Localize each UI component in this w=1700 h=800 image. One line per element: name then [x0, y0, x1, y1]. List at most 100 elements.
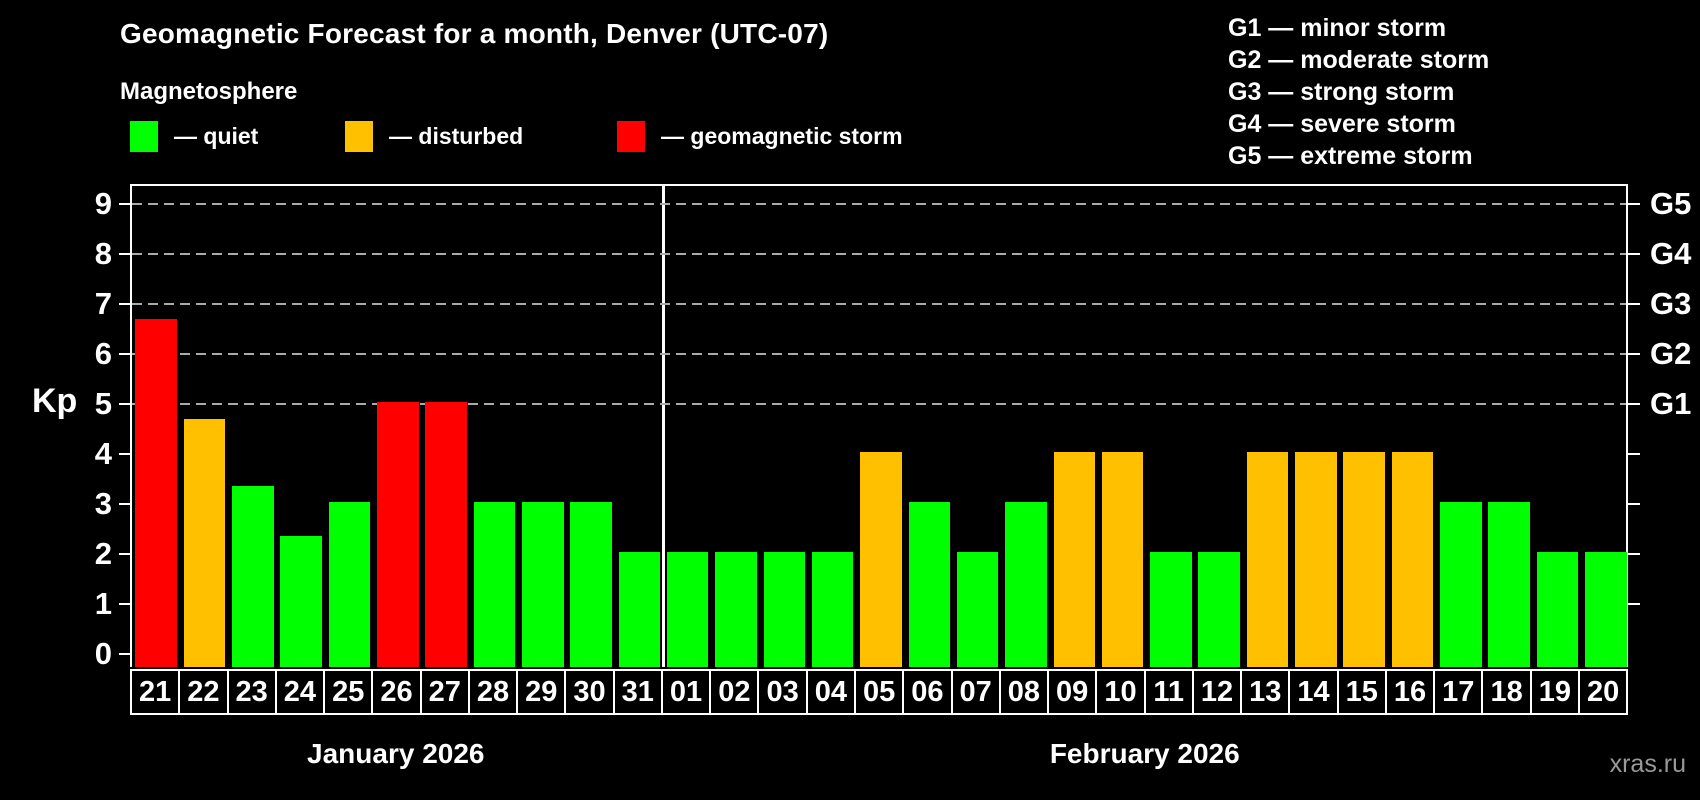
y-tick — [119, 253, 131, 255]
storm-scale-line-2: G2 — moderate storm — [1228, 46, 1490, 74]
day-label-17: 17 — [1433, 669, 1484, 715]
gridline-kp-6 — [132, 353, 1626, 355]
kp-bar-day-16 — [1391, 452, 1434, 667]
right-tick — [1627, 253, 1640, 255]
day-label-26: 26 — [371, 669, 422, 715]
kp-bar-day-25 — [328, 502, 371, 667]
storm-scale-line-5: G5 — extreme storm — [1228, 142, 1473, 170]
day-label-14: 14 — [1288, 669, 1339, 715]
month-label-1: February 2026 — [1049, 738, 1240, 769]
day-label-08: 08 — [998, 669, 1050, 715]
kp-bar-day-20 — [1585, 552, 1627, 667]
day-label-18: 18 — [1481, 669, 1532, 715]
storm-swatch — [617, 120, 645, 152]
y-tick — [119, 203, 131, 205]
storm-scale-line-1: G1 — minor storm — [1228, 14, 1447, 42]
kp-bar-day-21 — [135, 318, 177, 667]
storm-scale-line-3: G3 — strong storm — [1228, 78, 1455, 106]
day-label-30: 30 — [564, 669, 615, 715]
kp-bar-day-22 — [183, 418, 226, 667]
gridline-kp-5 — [132, 403, 1626, 405]
day-label-28: 28 — [467, 669, 519, 715]
y-tick — [119, 353, 131, 355]
day-label-24: 24 — [274, 669, 326, 715]
disturbed-swatch — [345, 120, 373, 152]
kp-bar-day-26 — [376, 402, 419, 667]
y-tick — [119, 453, 131, 455]
right-tick — [1627, 203, 1640, 205]
y-tick — [119, 403, 131, 405]
kp-bar-day-18 — [1488, 502, 1530, 667]
kp-bar-day-05 — [860, 452, 902, 667]
kp-bar-day-27 — [425, 402, 467, 667]
day-label-05: 05 — [853, 669, 905, 715]
legend-item-storm: — geomagnetic storm — [617, 120, 903, 152]
kp-bar-day-31 — [618, 552, 661, 667]
g-scale-label-g4: G4 — [1650, 236, 1692, 271]
kp-bar-day-10 — [1101, 452, 1144, 667]
day-label-27: 27 — [419, 669, 470, 715]
y-tick-label: 0 — [94, 636, 112, 671]
legend-item-quiet: — quiet — [130, 120, 258, 152]
watermark: xras.ru — [1609, 750, 1686, 778]
kp-bar-day-08 — [1005, 502, 1047, 667]
g-scale-label-g3: G3 — [1650, 286, 1692, 321]
right-tick — [1627, 503, 1640, 505]
gridline-kp-8 — [132, 253, 1626, 255]
y-tick — [119, 553, 131, 555]
chart-subtitle: Magnetosphere — [120, 78, 298, 105]
kp-bar-day-15 — [1343, 452, 1385, 667]
y-tick-label: 9 — [94, 186, 112, 221]
kp-bar-day-17 — [1440, 502, 1482, 667]
day-label-16: 16 — [1384, 669, 1436, 715]
kp-bar-day-24 — [280, 535, 322, 667]
kp-bar-day-04 — [811, 552, 854, 667]
g-scale-label-g5: G5 — [1650, 186, 1692, 221]
day-label-07: 07 — [950, 669, 1001, 715]
y-tick-label: 8 — [94, 236, 112, 271]
kp-bar-day-01 — [666, 552, 709, 667]
day-label-25: 25 — [323, 669, 374, 715]
g-scale-label-g2: G2 — [1650, 336, 1692, 371]
kp-bar-day-03 — [763, 552, 806, 667]
y-tick-label: 2 — [94, 536, 112, 571]
y-tick-label: 3 — [94, 486, 112, 521]
day-label-31: 31 — [612, 669, 663, 715]
y-axis-label: Kp — [32, 382, 78, 420]
day-label-09: 09 — [1047, 669, 1098, 715]
kp-bar-day-29 — [521, 502, 564, 667]
y-tick — [119, 603, 131, 605]
day-label-13: 13 — [1240, 669, 1291, 715]
kp-bar-day-11 — [1150, 552, 1192, 667]
y-tick-label: 4 — [94, 436, 112, 471]
right-tick — [1627, 553, 1640, 555]
x-axis-day-labels: 21 22 23 24 25 26 27 28 29 30 31 01 02 03 04 05 06 07 08 09… — [130, 669, 1629, 715]
right-tick — [1627, 603, 1640, 605]
plot-area: Kp 0 1 2 3 4 5 6 7 8 9 G1 G2 G3 G4 G5 — [32, 184, 1691, 671]
quiet-swatch — [130, 120, 158, 152]
day-label-03: 03 — [757, 669, 808, 715]
right-tick — [1627, 453, 1640, 455]
month-divider-line — [662, 186, 666, 667]
g-scale-label-g1: G1 — [1650, 386, 1692, 421]
kp-bar-day-12 — [1198, 552, 1241, 667]
kp-bar-day-23 — [232, 485, 274, 667]
gridline-kp-9 — [132, 203, 1626, 205]
y-tick — [119, 503, 131, 505]
day-label-15: 15 — [1336, 669, 1387, 715]
day-label-22: 22 — [178, 669, 229, 715]
day-label-20: 20 — [1577, 669, 1629, 715]
page-title: Geomagnetic Forecast for a month, Denver… — [120, 18, 829, 49]
y-tick — [119, 303, 131, 305]
day-label-10: 10 — [1095, 669, 1146, 715]
kp-bar-day-13 — [1246, 452, 1289, 667]
day-label-04: 04 — [805, 669, 856, 715]
y-tick-label: 1 — [94, 586, 112, 621]
kp-bar-day-28 — [473, 502, 516, 667]
y-tick-label: 6 — [94, 336, 112, 371]
legend-label-storm: — geomagnetic storm — [661, 122, 903, 149]
day-label-12: 12 — [1191, 669, 1243, 715]
legend-label-quiet: — quiet — [174, 122, 259, 149]
kp-bar-day-09 — [1053, 452, 1096, 667]
right-tick — [1627, 353, 1640, 355]
